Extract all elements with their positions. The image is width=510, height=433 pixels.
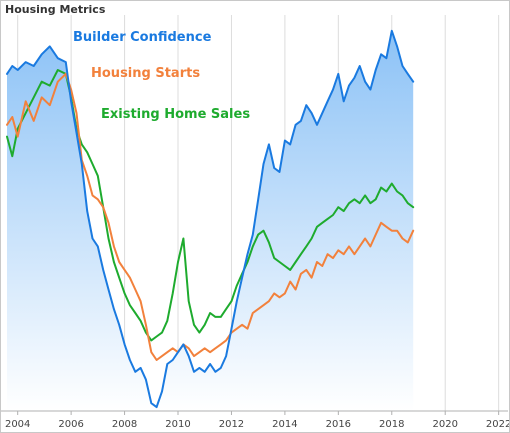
legend-label-0: Builder Confidence: [73, 30, 212, 45]
x-tick-label-2004: 2004: [5, 419, 30, 430]
area-fill: [7, 30, 414, 412]
chart-title: Housing Metrics: [5, 3, 106, 16]
x-tick-label-2010: 2010: [165, 419, 190, 430]
area-0: [7, 30, 414, 412]
series-line-2: [6, 69, 415, 342]
inline-legend: Builder Confidence Housing Starts Existing…: [73, 30, 250, 122]
series-lines: [6, 29, 415, 409]
x-tick-label-2012: 2012: [219, 419, 244, 430]
x-axis: 2004 2006 2008 2010 2012 2014 2016 2018 2020 2022: [1, 410, 509, 430]
series-line-1: [6, 72, 415, 361]
legend-label-1: Housing Starts: [91, 66, 200, 81]
x-tick-label-2018: 2018: [379, 419, 404, 430]
x-tick-label-2006: 2006: [58, 419, 83, 430]
x-tick-label-2020: 2020: [432, 419, 457, 430]
series-line-0: [6, 29, 415, 409]
x-tick-label-2022: 2022: [486, 419, 509, 430]
x-tick-label-2008: 2008: [112, 419, 137, 430]
x-tick-label-2016: 2016: [326, 419, 351, 430]
x-tick-label-2014: 2014: [272, 419, 297, 430]
legend-label-2: Existing Home Sales: [101, 107, 250, 122]
